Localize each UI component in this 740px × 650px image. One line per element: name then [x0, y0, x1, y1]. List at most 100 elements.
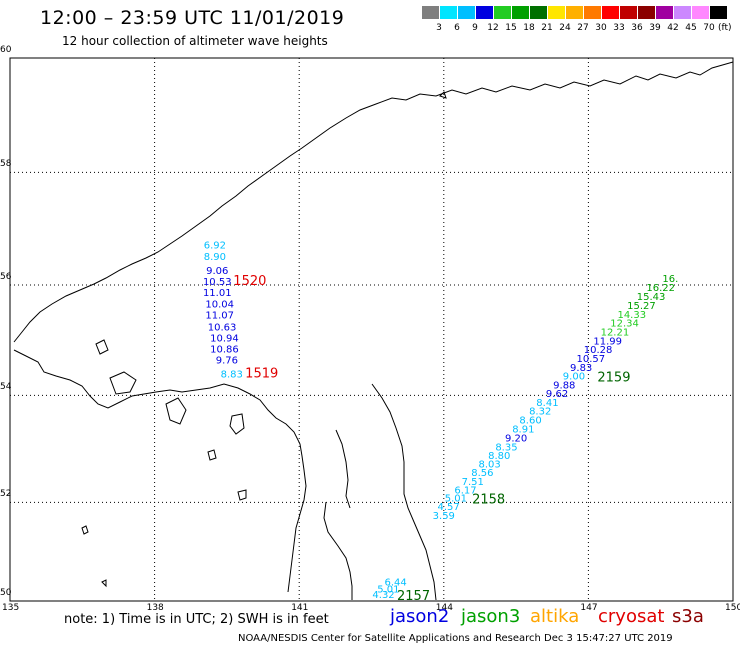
wave-height-label: 15.43 [637, 292, 666, 303]
page-subtitle: 12 hour collection of altimeter wave hei… [62, 34, 328, 48]
wave-height-label: 5.01 [445, 493, 467, 504]
wave-height-label: 9.88 [553, 380, 575, 391]
latitude-tick-label: 60 [0, 45, 12, 55]
pass-number-label: 1520 [233, 274, 266, 289]
wave-height-label: 8.32 [529, 406, 551, 417]
wave-height-label: 10.53 [203, 277, 232, 288]
wave-height-label: 8.60 [519, 416, 541, 427]
longitude-tick-label: 138 [146, 603, 164, 613]
wave-height-label: 8.90 [204, 252, 226, 263]
legend-level-label: 36 [631, 23, 643, 33]
track-jason3-2157: 6.445.014.32 2157 [372, 577, 430, 604]
track-cryosat-north: 6.928.909.0610.5311.0110.0411.0710.6310.… [203, 241, 266, 356]
wave-height-label: 16. [662, 274, 678, 285]
track-cryosat-south: 9.76 8.83 1519 [216, 356, 278, 382]
legend-swatch [710, 6, 727, 19]
legend-swatch [512, 6, 529, 19]
wave-height-label: 8.41 [536, 398, 558, 409]
wave-height-label: 9.62 [546, 389, 568, 400]
legend-level-label: 45 [685, 23, 697, 33]
longitude-tick-label: 150 [725, 603, 740, 613]
legend-level-label: 24 [559, 23, 571, 33]
satellite-legend-altika: altika [530, 606, 580, 627]
wave-height-label: 6.17 [454, 485, 476, 496]
map-frame [9, 57, 734, 602]
legend-level-label: 33 [613, 23, 625, 33]
legend-level-label: 42 [667, 23, 679, 33]
legend-swatch [602, 6, 619, 19]
track-jason3-2158: 3.594.575.016.177.518.568.038.808.35 2158 [433, 443, 518, 523]
credit-line: NOAA/NESDIS Center for Satellite Applica… [238, 633, 673, 644]
longitude-tick-label: 141 [291, 603, 309, 613]
wave-height-label: 11.07 [205, 310, 234, 321]
legend-level-label: 70 [703, 23, 715, 33]
wave-height-label: 6.44 [384, 577, 406, 588]
legend-level-label: 15 [505, 23, 517, 33]
latitude-tick-label: 52 [0, 489, 12, 500]
wave-height-label: 5.01 [377, 584, 399, 595]
legend-level-label: 3 [436, 23, 442, 33]
wave-height-label: 4.32 [372, 590, 394, 601]
legend-level-label: 39 [649, 23, 661, 33]
wave-height-label: 8.91 [512, 424, 534, 435]
legend-swatch [566, 6, 583, 19]
legend-unit: (ft) [718, 23, 732, 33]
pass-number-label: 2157 [397, 589, 430, 604]
wave-height-label: 6.92 [204, 241, 226, 252]
altimeter-tracks: 6.928.909.0610.5311.0110.0411.0710.6310.… [203, 241, 678, 605]
latitude-tick-label: 50 [0, 588, 12, 598]
wave-height-label: 10.57 [576, 354, 605, 365]
legend-swatch [638, 6, 655, 19]
legend-swatch [440, 6, 457, 19]
wave-height-label: 8.83 [221, 369, 243, 380]
legend-level-label: 18 [523, 23, 535, 33]
legend-swatch [692, 6, 709, 19]
satellite-legend-jason2: jason2 [390, 606, 450, 627]
legend-level-label: 21 [541, 23, 553, 33]
satellite-legend-s3a: s3a [672, 606, 704, 627]
satellite-legend-jason3: jason3 [461, 606, 521, 627]
wave-height-label: 4.57 [437, 502, 459, 513]
page-title: 12:00 – 23:59 UTC 11/01/2019 [40, 7, 345, 29]
coastline [13, 61, 734, 601]
wave-height-label: 3.59 [433, 511, 455, 522]
legend-level-label: 27 [577, 23, 589, 33]
legend-swatch [548, 6, 565, 19]
wave-height-label: 10.94 [210, 334, 239, 345]
legend-swatch [620, 6, 637, 19]
wave-height-label: 9.00 [563, 372, 585, 383]
wave-height-label: 12.21 [601, 328, 630, 339]
wave-height-label: 9.76 [216, 356, 238, 367]
legend-level-label: 9 [472, 23, 478, 33]
wave-height-label: 9.06 [206, 266, 228, 277]
wave-height-label: 11.99 [593, 336, 622, 347]
latitude-tick-label: 56 [0, 272, 12, 283]
legend-swatch [584, 6, 601, 19]
legend-level-label: 30 [595, 23, 607, 33]
legend-swatch [674, 6, 691, 19]
wave-height-label: 9.83 [570, 363, 592, 374]
legend-level-label: 6 [454, 23, 460, 33]
legend-swatch [422, 6, 439, 19]
wave-height-label: 8.03 [478, 460, 500, 471]
track-jason3-2159: 9.208.918.608.328.419.629.889.009.8310.5… [505, 274, 678, 444]
wave-height-label: 12.34 [610, 319, 639, 330]
latitude-tick-label: 58 [0, 159, 12, 170]
units-note: note: 1) Time is in UTC; 2) SWH is in fe… [64, 612, 329, 627]
wave-height-label: 10.63 [208, 323, 237, 334]
wave-height-label: 15.27 [627, 301, 656, 312]
longitude-tick-label: 147 [580, 603, 598, 613]
pass-number-label: 2158 [472, 492, 505, 507]
wave-height-label: 7.51 [462, 477, 484, 488]
legend-swatch [494, 6, 511, 19]
wave-height-label: 9.20 [505, 433, 527, 444]
legend-swatch [656, 6, 673, 19]
lat-lon-grid [10, 58, 733, 601]
pass-number-label: 2159 [597, 371, 630, 386]
wave-height-label: 8.56 [471, 468, 493, 479]
pass-number-label: 1519 [245, 366, 278, 381]
wave-height-label: 8.35 [495, 443, 517, 454]
wave-height-label: 8.80 [488, 451, 510, 462]
legend-swatch [530, 6, 547, 19]
